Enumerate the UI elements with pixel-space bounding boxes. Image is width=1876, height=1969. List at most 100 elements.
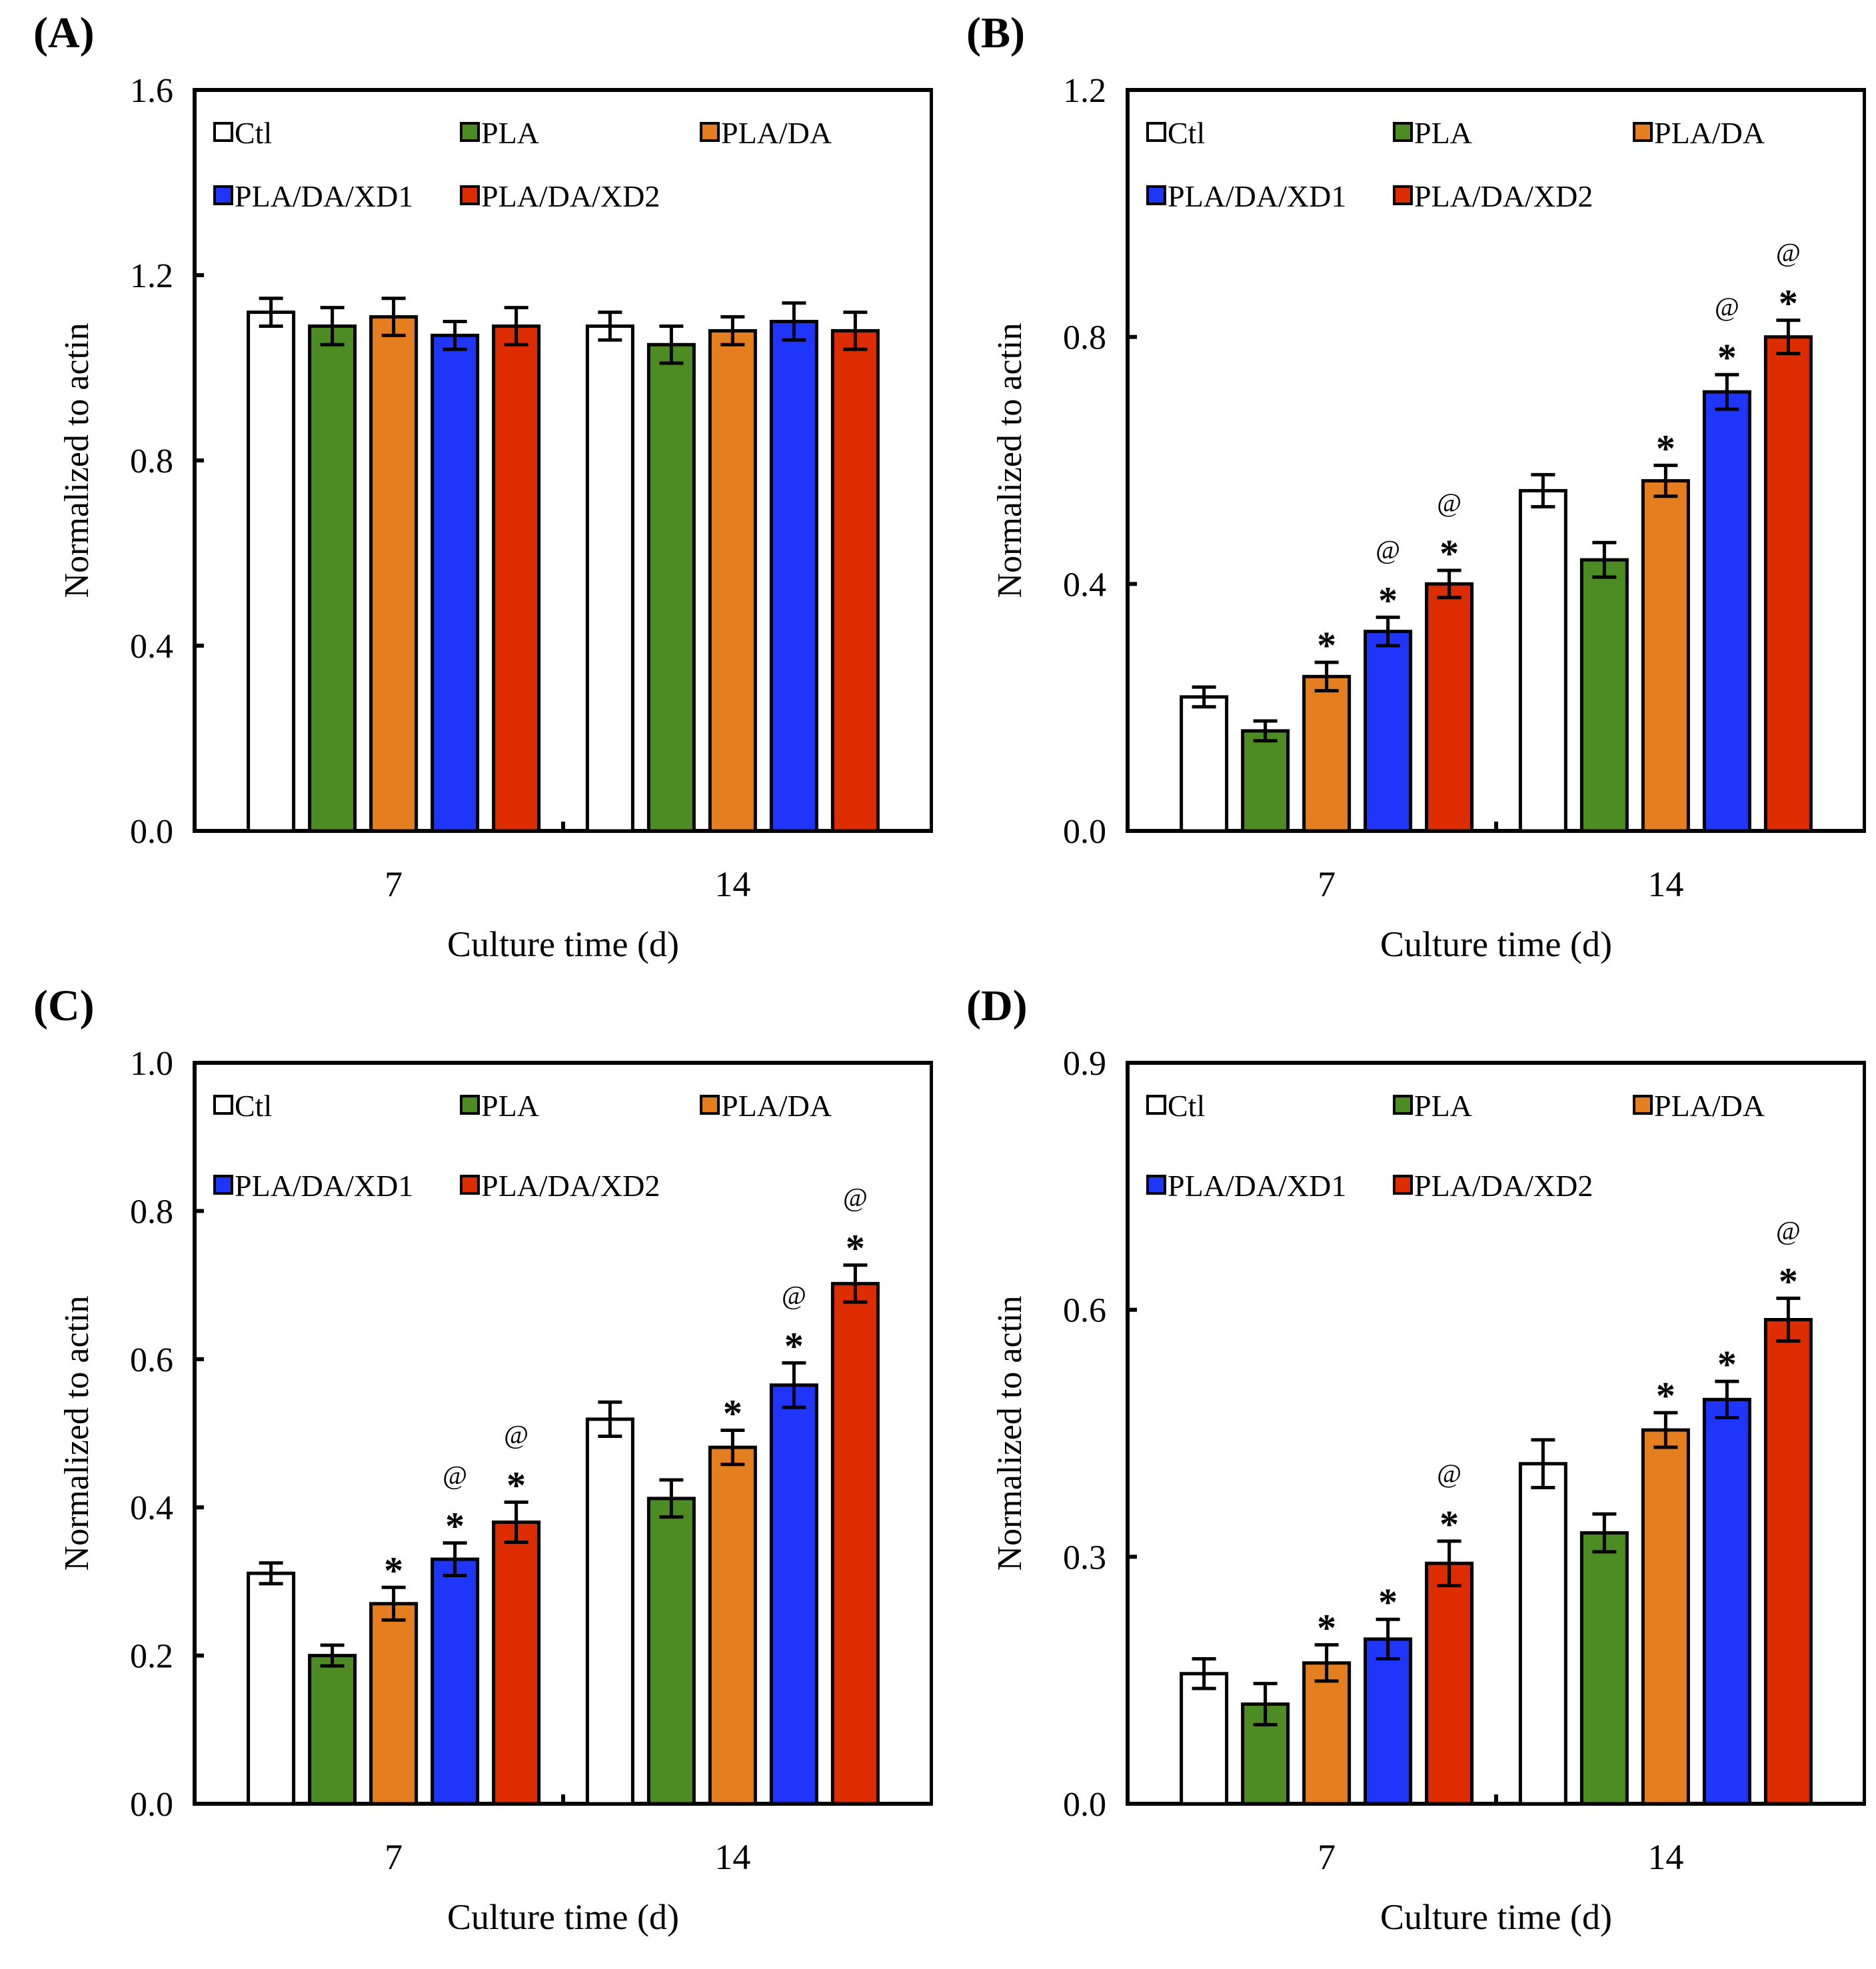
significance-at: @ bbox=[443, 1461, 467, 1491]
legend-swatch bbox=[213, 185, 233, 205]
bar bbox=[1180, 695, 1229, 833]
significance-star: * bbox=[445, 1505, 465, 1548]
legend-swatch bbox=[1146, 185, 1166, 205]
y-tick-label: 0.2 bbox=[130, 1638, 173, 1676]
panel-d: (D) 0.0 0.3 0.6 0.9 Normalized to actin Cultu… bbox=[933, 973, 1866, 1952]
bar bbox=[247, 311, 296, 833]
significance-at: @ bbox=[843, 1183, 868, 1213]
bar bbox=[369, 315, 419, 833]
bar-chart-a: 0.0 0.4 0.8 1.2 1.6 Normalized to actin Cultur… bbox=[58, 72, 933, 964]
legend-label: PLA/DA bbox=[721, 1089, 832, 1123]
y-tick-label: 0.0 bbox=[130, 813, 173, 851]
legend-swatch bbox=[1146, 1095, 1166, 1115]
y-tick-label: 0.8 bbox=[130, 1193, 173, 1231]
bar bbox=[308, 324, 357, 833]
y-tick-label: 1.0 bbox=[130, 1045, 173, 1083]
bar bbox=[1579, 558, 1629, 833]
bar bbox=[769, 1383, 818, 1806]
x-axis-label: Culture time (d) bbox=[1380, 1897, 1612, 1937]
y-tick-label: 0.4 bbox=[130, 628, 173, 666]
legend-label: PLA/DA/XD2 bbox=[1414, 1169, 1593, 1203]
bar bbox=[1702, 1397, 1751, 1806]
legend-label: PLA/DA/XD1 bbox=[1168, 179, 1346, 213]
bar bbox=[646, 1497, 696, 1806]
y-axis-label: Normalized to actin bbox=[991, 1296, 1029, 1571]
x-tick-label: 14 bbox=[1647, 864, 1683, 904]
y-tick-label: 0.6 bbox=[130, 1341, 173, 1379]
legend-swatch bbox=[213, 1095, 233, 1115]
legend-swatch bbox=[1146, 122, 1166, 142]
y-tick-label: 0.4 bbox=[1063, 566, 1106, 604]
significance-star: * bbox=[1378, 578, 1398, 622]
legend-swatch bbox=[1393, 185, 1413, 205]
bar bbox=[585, 324, 634, 833]
y-tick-label: 0.3 bbox=[1063, 1539, 1106, 1577]
significance-at: @ bbox=[1437, 488, 1461, 518]
x-tick-label: 7 bbox=[385, 1837, 403, 1877]
legend-label: Ctl bbox=[235, 1089, 272, 1123]
x-tick-label: 7 bbox=[385, 864, 403, 904]
significance-at: @ bbox=[1437, 1459, 1461, 1489]
panel-label: (B) bbox=[966, 9, 1025, 57]
x-tick-label: 14 bbox=[714, 1837, 750, 1877]
legend-swatch bbox=[1633, 122, 1653, 142]
legend-label: PLA/DA/XD2 bbox=[1414, 179, 1593, 213]
significance-star: * bbox=[1439, 1503, 1459, 1546]
legend-label: PLA/DA/XD1 bbox=[235, 179, 413, 213]
significance-star: * bbox=[506, 1463, 526, 1507]
y-tick-label: 1.6 bbox=[130, 72, 173, 110]
significance-at: @ bbox=[782, 1280, 806, 1310]
x-axis-label: Culture time (d) bbox=[447, 1897, 679, 1937]
bar bbox=[646, 342, 696, 833]
legend-swatch bbox=[1393, 122, 1413, 142]
legend-label: Ctl bbox=[235, 116, 272, 150]
legend-label: PLA/DA bbox=[1654, 1089, 1765, 1123]
x-axis-label: Culture time (d) bbox=[1380, 924, 1612, 964]
bar bbox=[1425, 1561, 1474, 1806]
bar bbox=[308, 1654, 357, 1806]
significance-star: * bbox=[1779, 282, 1798, 325]
x-tick-label: 14 bbox=[1647, 1837, 1683, 1877]
y-tick-label: 0.8 bbox=[1063, 319, 1106, 357]
x-tick-label: 7 bbox=[1318, 864, 1336, 904]
significance-star: * bbox=[1717, 1343, 1737, 1386]
x-tick-label: 7 bbox=[1318, 1837, 1336, 1877]
bar bbox=[1763, 335, 1813, 833]
panel-a: (A) 0.0 0.4 0.8 1.2 1.6 Normalized to actin Cu… bbox=[0, 0, 933, 980]
y-axis-label: Normalized to actin bbox=[991, 323, 1029, 598]
legend-label: PLA/DA bbox=[1654, 116, 1765, 150]
significance-star: * bbox=[723, 1392, 742, 1435]
panel-b: (B) 0.0 0.4 0.8 1.2 Normalized to actin Cultu… bbox=[933, 0, 1866, 980]
legend-swatch bbox=[1393, 1095, 1413, 1115]
significance-at: @ bbox=[504, 1419, 528, 1449]
bar bbox=[247, 1571, 296, 1806]
y-tick-label: 0.0 bbox=[130, 1786, 173, 1824]
legend-swatch bbox=[1633, 1095, 1653, 1115]
y-tick-label: 0.9 bbox=[1063, 1045, 1106, 1083]
y-tick-label: 0.6 bbox=[1063, 1292, 1106, 1330]
legend-swatch bbox=[1393, 1175, 1413, 1195]
legend-label: PLA/DA bbox=[721, 116, 832, 150]
significance-star: * bbox=[1779, 1259, 1798, 1303]
bar-chart-c: 0.0 0.2 0.4 0.6 0.8 1.0 Normalized to actin Cul… bbox=[58, 1045, 933, 1937]
y-tick-label: 0.8 bbox=[130, 442, 173, 480]
bar bbox=[1641, 1428, 1690, 1806]
legend-swatch bbox=[460, 1175, 480, 1195]
bar-chart-b: 0.0 0.4 0.8 1.2 Normalized to actin Culture t… bbox=[991, 72, 1866, 964]
bar bbox=[492, 1520, 541, 1806]
significance-star: * bbox=[1378, 1581, 1398, 1624]
legend-label: PLA bbox=[481, 1089, 539, 1123]
legend-label: PLA/DA/XD2 bbox=[481, 179, 660, 213]
bar bbox=[1425, 582, 1474, 833]
bar bbox=[369, 1602, 419, 1806]
bar bbox=[1364, 630, 1413, 833]
significance-star: * bbox=[784, 1324, 804, 1367]
bar bbox=[1518, 1462, 1567, 1806]
significance-at: @ bbox=[1776, 1215, 1801, 1245]
legend-label: Ctl bbox=[1168, 1089, 1205, 1123]
bar bbox=[585, 1417, 634, 1806]
bar bbox=[1241, 729, 1290, 833]
x-tick-label: 14 bbox=[714, 864, 750, 904]
bar bbox=[431, 333, 480, 833]
legend-label: PLA/DA/XD1 bbox=[235, 1169, 413, 1203]
